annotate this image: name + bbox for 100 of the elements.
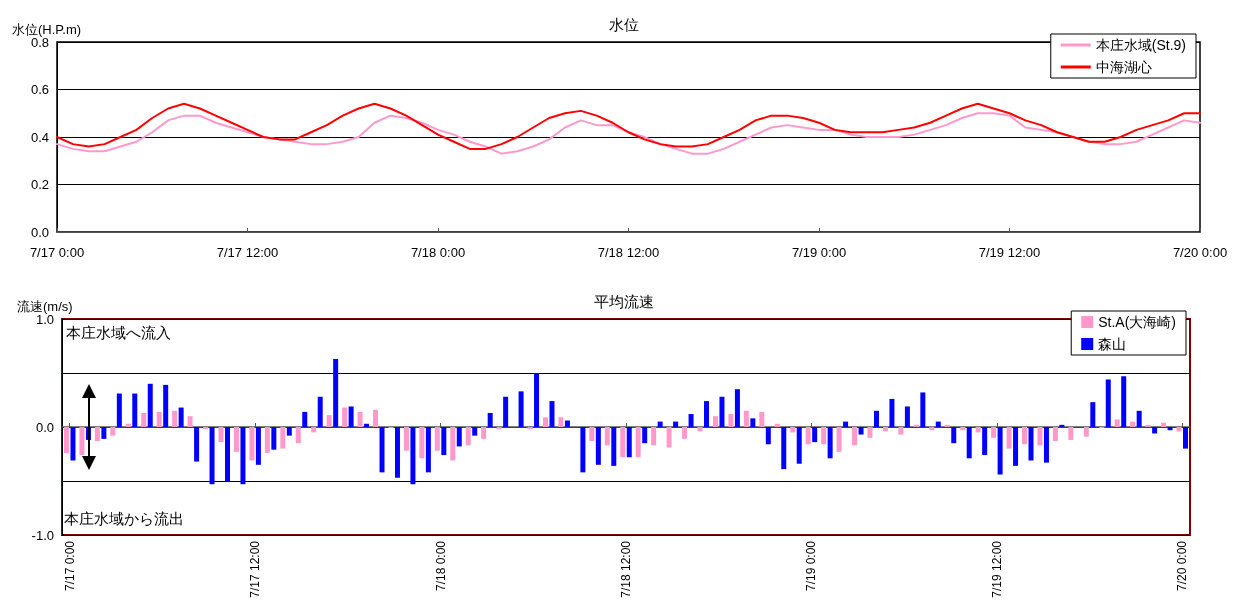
bar [666,427,672,448]
x-tick-label: 7/17 0:00 [62,540,77,592]
bar [255,427,261,465]
y-axis-title: 流速(m/s) [17,298,73,314]
bar [233,427,239,452]
bar [110,427,116,436]
x-tick-label: 7/18 12:00 [619,540,633,598]
bar [156,411,162,427]
x-tick-label: 7/19 12:00 [978,245,1041,260]
bar [982,427,988,456]
bar [929,427,935,431]
bar [1176,427,1182,432]
bar [364,423,370,427]
x-tick-label: 7/18 0:00 [433,540,448,592]
bar [1152,427,1158,434]
bar [734,389,740,427]
bar [271,427,277,450]
x-tick-label: 7/20 0:00 [1172,245,1228,260]
bar [796,427,802,464]
bar [209,427,215,485]
bar [1028,427,1034,461]
bar [264,427,270,453]
bar [944,424,950,427]
bar [549,401,555,427]
bar [580,427,586,473]
x-tick-label: 7/17 12:00 [248,540,263,598]
bar [465,427,471,446]
bar [472,427,478,436]
bar [1052,427,1058,442]
bar [163,384,169,427]
chart-title: 水位 [609,16,639,33]
bar [116,393,122,427]
bar [852,427,858,446]
bar [935,421,941,427]
bar [342,407,348,427]
bar [441,427,447,456]
bar [1136,410,1142,427]
legend-label: 本庄水域(St.9) [1095,37,1187,53]
bar [456,427,462,447]
bar [527,427,533,430]
bar [657,421,663,427]
bar [867,427,873,438]
y-tick-label: 0.0 [30,224,49,240]
bar [1130,421,1136,427]
bar [1167,427,1173,431]
line-series [56,112,1201,155]
bar [558,417,564,427]
bar [503,396,509,427]
annotation: 本庄水域から流出 [64,510,184,527]
bar [496,427,502,430]
bar [611,427,617,466]
y-tick-label: -1.0 [31,527,54,543]
bar [419,427,425,459]
bar [904,406,910,427]
bar [141,412,147,427]
bar [240,427,246,485]
bar [132,393,138,427]
bar [759,411,765,427]
bar [1043,427,1049,463]
bar [1006,427,1012,449]
bar [873,410,879,427]
bar [889,398,895,427]
bar [719,396,725,427]
bar [858,427,864,435]
bar [286,427,292,436]
bar [280,427,286,449]
bar [1037,427,1043,446]
bar [821,427,827,445]
bar [1145,424,1151,427]
x-tick-label: 7/17 0:00 [29,245,85,260]
bar [1090,402,1096,427]
bar [635,427,641,458]
bar [898,427,904,435]
bar [172,410,178,427]
bar [750,418,756,427]
x-tick-label: 7/18 0:00 [410,245,466,260]
bar [63,427,69,453]
legend-label: St.A(大海崎) [1098,314,1176,330]
bar [688,414,694,427]
bar [357,411,363,427]
bar [348,406,354,427]
bar [790,427,796,433]
bar [836,427,842,452]
bar [225,427,230,481]
bar [595,427,601,465]
y-tick-label: 0.2 [30,177,49,192]
bar [991,427,997,438]
bar [450,427,456,461]
x-tick-label: 7/19 12:00 [989,540,1004,598]
bar [564,420,570,427]
bar [620,427,626,458]
bar [712,416,718,427]
bar [697,427,703,432]
bar [101,427,107,439]
bar [843,421,849,427]
bar [589,427,595,442]
bar [394,427,400,478]
bar [1013,427,1019,466]
x-tick-label: 7/19 0:00 [804,540,819,592]
y-tick-label: 0.6 [30,82,49,97]
